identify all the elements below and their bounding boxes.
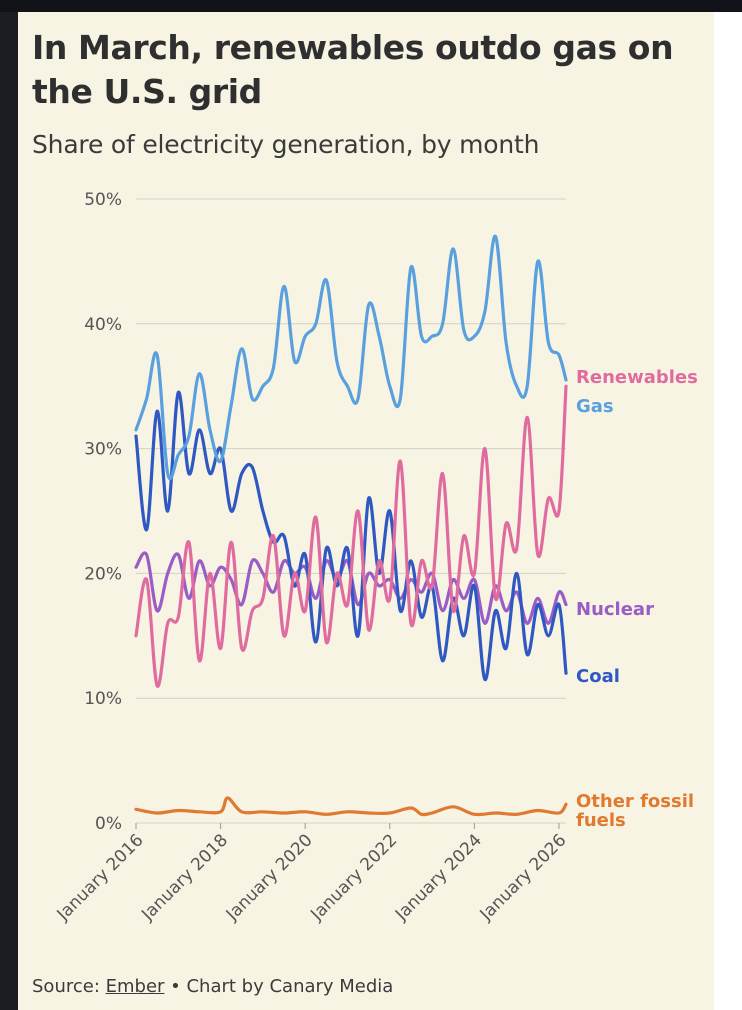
x-tick-label: January 2022 xyxy=(306,830,401,925)
y-tick-label: 10% xyxy=(84,689,122,709)
source-prefix: Source: xyxy=(32,976,106,997)
series-label-coal: Coal xyxy=(576,666,620,687)
x-tick-label: January 2026 xyxy=(476,830,571,925)
y-tick-label: 40% xyxy=(84,315,122,335)
y-tick-label: 50% xyxy=(84,190,122,210)
series-label-renewables: Renewables xyxy=(576,367,698,388)
series-label-line: Other fossil xyxy=(576,791,694,812)
series-line-renewables xyxy=(134,384,568,688)
x-tick-label: January 2018 xyxy=(137,830,232,925)
source-suffix: • Chart by Canary Media xyxy=(164,976,394,997)
source-note: Source: Ember • Chart by Canary Media xyxy=(32,976,393,997)
series-labels: Other fossil fuels Nuclear Coal Renewables Ga… xyxy=(576,367,698,831)
page-edge xyxy=(714,12,742,1010)
series-label-nuclear: Nuclear xyxy=(576,599,654,620)
series-line-coal xyxy=(134,390,568,682)
x-tick-label: January 2024 xyxy=(391,830,486,925)
chart-subtitle: Share of electricity generation, by mont… xyxy=(32,130,540,159)
grid-lines xyxy=(136,198,566,824)
y-tick-label: 30% xyxy=(84,440,122,460)
series-label-other-fossil-fuels: Other fossil fuels xyxy=(576,791,694,831)
x-tick-label: January 2016 xyxy=(53,830,148,925)
x-tick-label: January 2020 xyxy=(222,830,317,925)
y-axis-ticks: 0% 10% 20% 30% 40% 50% xyxy=(84,190,122,834)
source-link[interactable]: Ember xyxy=(105,976,165,997)
chart-title: In March, renewables outdo gas on the U.… xyxy=(32,28,674,111)
y-tick-label: 0% xyxy=(95,814,122,834)
series-line-other-fossil-fuels xyxy=(134,796,568,817)
window-top-bar xyxy=(0,0,742,12)
y-tick-label: 20% xyxy=(84,564,122,584)
chart-card: In March, renewables outdo gas on the U.… xyxy=(18,12,714,1010)
series-line-gas xyxy=(134,234,568,481)
series-lines xyxy=(134,234,568,817)
series-label-gas: Gas xyxy=(576,396,614,417)
series-label-line: fuels xyxy=(576,810,626,831)
